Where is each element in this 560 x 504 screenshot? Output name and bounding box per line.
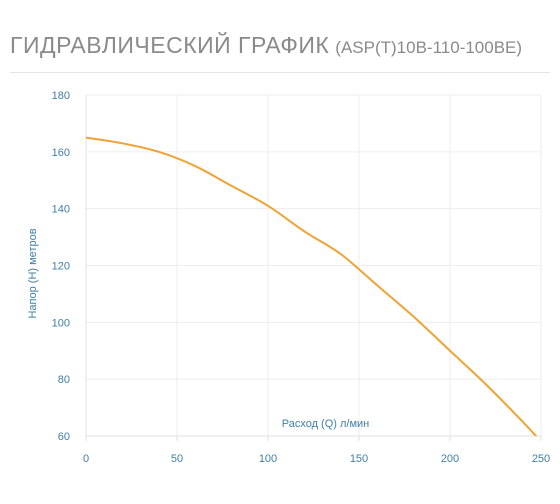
axes (85, 95, 542, 441)
chart-title-main: ГИДРАВЛИЧЕСКИЙ ГРАФИК (10, 32, 330, 58)
x-tick-label: 150 (350, 453, 368, 465)
chart-title: ГИДРАВЛИЧЕСКИЙ ГРАФИК (ASP(T)10B-110-100B… (10, 32, 522, 59)
tick-labels: 60 80 100 120 140 160 180 0 50 100 150 200 250 (52, 90, 551, 465)
y-tick-label: 160 (52, 147, 70, 159)
y-tick-label: 180 (52, 90, 70, 102)
y-tick-label: 140 (52, 204, 70, 216)
x-tick-label: 0 (83, 453, 89, 465)
y-tick-label: 80 (58, 374, 70, 386)
chart-title-model: (ASP(T)10B-110-100BE) (335, 38, 523, 57)
grid (85, 94, 542, 437)
x-tick-label: 250 (532, 453, 550, 465)
series-layer (86, 136, 538, 436)
y-axis-title: Напор (H) метров (27, 228, 39, 318)
x-tick-label: 100 (259, 453, 277, 465)
x-axis-title: Расход (Q) л/мин (282, 418, 370, 430)
series-line-head-curve (86, 136, 538, 436)
y-tick-label: 120 (52, 261, 70, 273)
x-tick-label: 50 (171, 453, 183, 465)
title-divider (10, 72, 550, 73)
y-tick-label: 100 (52, 317, 70, 329)
x-tick-label: 200 (441, 453, 459, 465)
y-tick-label: 60 (58, 431, 70, 443)
